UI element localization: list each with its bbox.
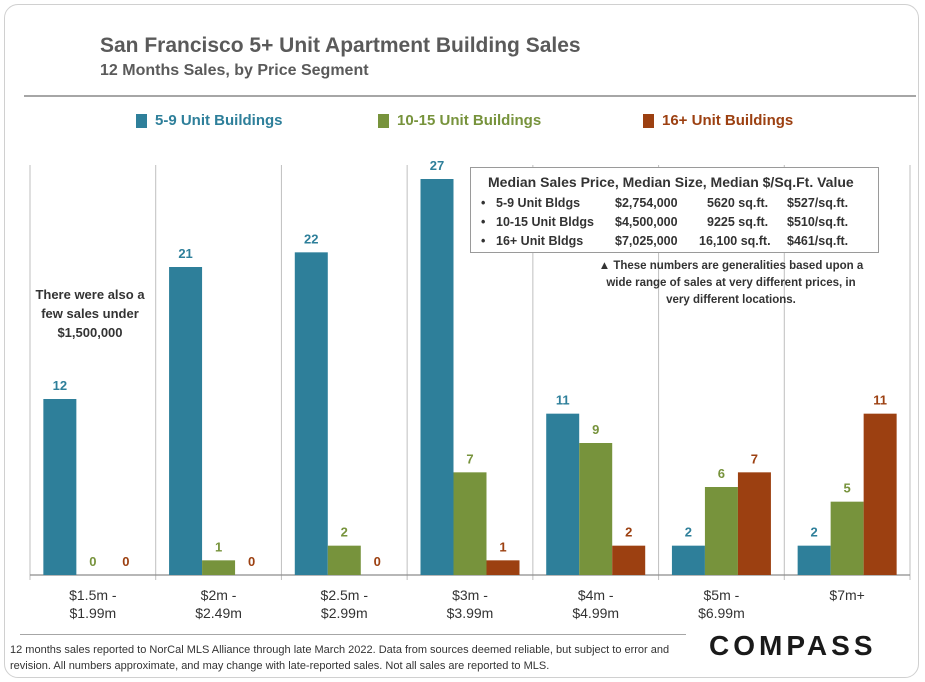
info-type: 16+ Unit Bldgs [496, 234, 584, 248]
x-tick-label: $5m - [704, 587, 740, 603]
bar-2-5 [704, 487, 738, 575]
info-bullet: • [481, 234, 486, 248]
info-price: $2,754,000 [615, 196, 678, 210]
bar-1-3 [420, 179, 454, 575]
legend-swatch-5-9 [136, 113, 147, 128]
legend-swatch-16plus [643, 113, 654, 128]
bar-3-3 [486, 560, 520, 575]
x-tick-label: $6.99m [698, 605, 745, 621]
bar-3-5 [737, 472, 771, 575]
info-psf: $527/sq.ft. [787, 196, 849, 210]
bar-1-5 [671, 545, 705, 575]
info-bullet: • [481, 215, 486, 229]
bar-value-label: 21 [178, 246, 192, 261]
bar-1-2 [294, 252, 328, 576]
bar-value-label: 22 [304, 231, 318, 246]
compass-logo: COMPASS [709, 630, 877, 661]
footnote: 12 months sales reported to NorCal MLS A… [10, 644, 670, 672]
info-box-title: Median Sales Price, Median Size, Median … [488, 174, 854, 190]
bar-value-label: 6 [718, 466, 725, 481]
x-tick-label: $7m+ [829, 587, 864, 603]
bar-value-label: 0 [248, 554, 255, 569]
info-psf: $461/sq.ft. [787, 234, 849, 248]
footnote-divider [20, 634, 686, 635]
x-tick-label: $2.99m [321, 605, 368, 621]
bar-value-label: 0 [89, 554, 96, 569]
bar-value-label: 11 [556, 393, 570, 408]
info-size: 16,100 sq.ft. [699, 234, 771, 248]
title-divider [24, 95, 916, 97]
bar-value-label: 1 [499, 539, 506, 554]
x-tick-label: $4.99m [572, 605, 619, 621]
info-price: $4,500,000 [615, 215, 678, 229]
info-price: $7,025,000 [615, 234, 678, 248]
legend-item-16plus: 16+ Unit Buildings [643, 112, 793, 129]
legend-label-10-15: 10-15 Unit Buildings [397, 112, 542, 129]
bar-value-label: 11 [873, 393, 887, 408]
x-tick-label: $3m - [452, 587, 488, 603]
x-tick-label: $1.5m - [69, 587, 117, 603]
bar-value-label: 2 [811, 525, 818, 540]
x-tick-label: $2.5m - [321, 587, 369, 603]
bar-3-6 [863, 413, 897, 575]
bar-value-label: 1 [215, 539, 222, 554]
legend-swatch-10-15 [378, 113, 389, 128]
bar-2-4 [579, 443, 613, 575]
chart-title: San Francisco 5+ Unit Apartment Building… [100, 34, 581, 57]
chart-subtitle: 12 Months Sales, by Price Segment [100, 62, 369, 79]
bar-1-1 [169, 267, 203, 575]
x-tick-label: $4m - [578, 587, 614, 603]
bar-1-6 [797, 545, 831, 575]
legend-label-5-9: 5-9 Unit Buildings [155, 112, 283, 129]
info-bullet: • [481, 196, 486, 210]
median-info-box: Median Sales Price, Median Size, Median … [470, 167, 879, 253]
x-tick-label: $1.99m [70, 605, 117, 621]
bar-value-label: 7 [466, 451, 473, 466]
legend-item-5-9: 5-9 Unit Buildings [136, 112, 283, 129]
bar-1-4 [546, 413, 580, 575]
x-tick-label: $3.99m [447, 605, 494, 621]
bar-value-label: 0 [122, 554, 129, 569]
bar-value-label: 2 [341, 525, 348, 540]
info-type: 10-15 Unit Bldgs [496, 215, 594, 229]
x-tick-label: $2.49m [195, 605, 242, 621]
bar-value-label: 9 [592, 422, 599, 437]
bar-3-4 [612, 545, 646, 575]
x-tick-label: $2m - [201, 587, 237, 603]
legend-label-16plus: 16+ Unit Buildings [662, 112, 794, 129]
bar-value-label: 7 [751, 451, 758, 466]
bar-2-2 [327, 545, 361, 575]
bar-value-label: 12 [53, 378, 67, 393]
bar-value-label: 0 [374, 554, 381, 569]
info-type: 5-9 Unit Bldgs [496, 196, 581, 210]
low-price-note: There were also a few sales under $1,500… [35, 287, 145, 340]
bar-2-6 [830, 501, 864, 575]
bar-value-label: 2 [685, 525, 692, 540]
bar-1-0 [43, 399, 77, 575]
info-size: 5620 sq.ft. [707, 196, 769, 210]
legend-item-10-15: 10-15 Unit Buildings [378, 112, 541, 129]
bar-value-label: 5 [844, 481, 851, 496]
info-psf: $510/sq.ft. [787, 215, 849, 229]
bar-2-1 [202, 560, 236, 575]
bar-value-label: 2 [625, 525, 632, 540]
info-caveat: ▲ These numbers are generalities based u… [598, 260, 864, 306]
bar-2-3 [453, 472, 487, 575]
bar-value-label: 27 [430, 158, 444, 173]
info-size: 9225 sq.ft. [707, 215, 769, 229]
